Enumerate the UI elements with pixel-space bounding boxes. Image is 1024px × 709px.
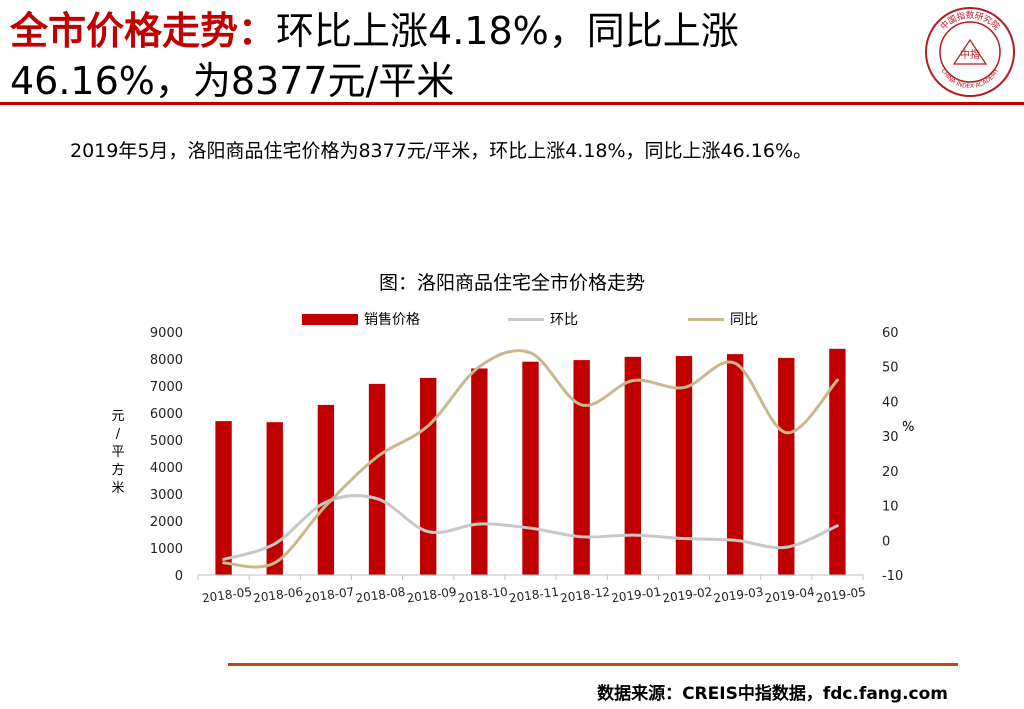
y-tick-right-label: 0 bbox=[882, 534, 890, 549]
x-tick-label: 2018-05 bbox=[201, 585, 253, 606]
price-bar bbox=[215, 421, 232, 575]
price-bar bbox=[266, 422, 283, 575]
price-bar bbox=[778, 357, 795, 575]
data-source: 数据来源：CREIS中指数据，fdc.fang.com bbox=[597, 684, 948, 704]
y-tick-left-label: 7000 bbox=[150, 380, 183, 395]
y-axis-left-label: 元 / 平 方 米 bbox=[111, 409, 125, 496]
chart-title: 图：洛阳商品住宅全市价格走势 bbox=[378, 272, 645, 294]
bar-series-price bbox=[215, 348, 846, 575]
y-tick-right-label: 10 bbox=[882, 500, 899, 515]
x-tick-label: 2018-09 bbox=[406, 585, 458, 606]
x-tick-label: 2018-08 bbox=[355, 585, 407, 606]
legend-label-yoy: 同比 bbox=[730, 312, 758, 328]
x-axis: 2018-05 2018-06 2018-07 2018-08 2018-09 2018-… bbox=[197, 574, 867, 606]
legend-label-mom: 环比 bbox=[550, 312, 578, 328]
y-tick-left-label: 0 bbox=[175, 569, 183, 584]
price-bar bbox=[471, 368, 488, 575]
price-bar bbox=[368, 383, 386, 575]
x-tick-label: 2018-07 bbox=[304, 585, 356, 606]
y-tick-right-label: 30 bbox=[882, 430, 899, 445]
x-tick-label: 2018-12 bbox=[559, 585, 611, 606]
x-tick-label: 2018-11 bbox=[508, 585, 560, 606]
y-tick-left-label: 8000 bbox=[150, 353, 183, 368]
headline: 全市价格走势：环比上涨4.18%，同比上涨46.16%，为8377元/平米 bbox=[10, 6, 910, 106]
y-tick-right-label: -10 bbox=[882, 569, 903, 584]
x-tick-label: 2019-01 bbox=[610, 585, 662, 606]
legend-swatch-yoy bbox=[688, 317, 724, 321]
y-tick-right-label: 60 bbox=[882, 326, 899, 341]
line-series bbox=[222, 349, 839, 569]
y-axis-right: -10 0 10 20 30 40 50 60 bbox=[882, 326, 903, 584]
y-tick-left-label: 6000 bbox=[150, 407, 183, 422]
legend-swatch-price bbox=[302, 313, 358, 325]
x-tick-label: 2018-06 bbox=[252, 585, 304, 606]
price-bar bbox=[624, 356, 641, 575]
x-tick-label: 2019-05 bbox=[815, 585, 867, 606]
legend-item-price: 销售价格 bbox=[302, 309, 420, 329]
legend-label-price: 销售价格 bbox=[364, 312, 420, 328]
y-tick-left-label: 1000 bbox=[150, 542, 183, 557]
x-tick-label: 2018-10 bbox=[457, 585, 509, 606]
footer-divider bbox=[228, 663, 958, 666]
y-axis-left: 0 1000 2000 3000 4000 5000 6000 7000 8000 9000 bbox=[150, 326, 183, 584]
price-bar bbox=[829, 348, 846, 575]
summary-text: 2019年5月，洛阳商品住宅价格为8377元/平米，环比上涨4.18%，同比上涨… bbox=[70, 140, 813, 162]
price-bar bbox=[573, 360, 590, 575]
header-divider bbox=[0, 102, 1024, 105]
y-axis-right-label: % bbox=[902, 420, 915, 435]
y-tick-left-label: 5000 bbox=[150, 434, 183, 449]
y-tick-left-label: 4000 bbox=[150, 461, 183, 476]
legend-swatch-mom bbox=[508, 317, 544, 321]
price-bar bbox=[420, 377, 437, 575]
y-tick-right-label: 50 bbox=[882, 361, 899, 376]
y-tick-right-label: 20 bbox=[882, 465, 899, 480]
x-tick-label: 2019-04 bbox=[764, 585, 816, 606]
logo-center-text: 中指 bbox=[960, 48, 980, 61]
legend-item-mom: 环比 bbox=[508, 309, 578, 329]
x-tick-label: 2019-02 bbox=[662, 585, 714, 606]
y-tick-right-label: 40 bbox=[882, 395, 899, 410]
price-bar bbox=[317, 404, 335, 575]
y-tick-left-label: 3000 bbox=[150, 488, 183, 503]
x-tick-label: 2019-03 bbox=[713, 585, 765, 606]
price-bar bbox=[726, 354, 744, 575]
legend-item-yoy: 同比 bbox=[688, 309, 758, 329]
headline-text: 环比上涨4.18%，同比上涨46.16%，为8377元/平米 bbox=[10, 9, 739, 103]
headline-highlight: 全市价格走势： bbox=[10, 9, 277, 53]
y-tick-left-label: 9000 bbox=[150, 326, 183, 341]
price-bar bbox=[675, 356, 693, 575]
yoy-line bbox=[222, 349, 839, 569]
y-tick-left-label: 2000 bbox=[150, 515, 183, 530]
mom-line bbox=[222, 494, 839, 561]
china-index-academy-seal-icon: 中指 中国指数研究院 CHINA INDEX ACADEMY bbox=[925, 7, 1015, 97]
price-bar bbox=[522, 361, 539, 575]
